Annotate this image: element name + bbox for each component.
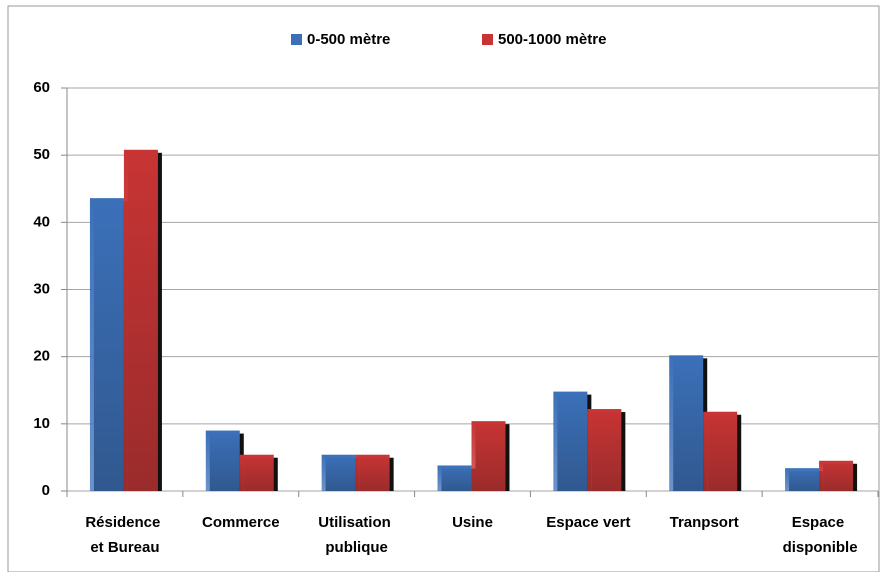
- x-tick-label: Utilisation publique: [318, 514, 395, 556]
- bar: [703, 411, 738, 491]
- legend-label: 500-1000 mètre: [498, 31, 606, 48]
- x-tick-label: Espace disponible: [783, 514, 858, 556]
- y-tick-label: 10: [33, 415, 50, 432]
- x-tick-label: Usine: [452, 514, 493, 531]
- bar: [553, 391, 588, 491]
- bar: [785, 468, 820, 491]
- x-tick-label: Commerce: [202, 514, 280, 531]
- y-tick-label: 50: [33, 146, 50, 163]
- legend-label: 0-500 mètre: [307, 31, 390, 48]
- x-tick-label: Espace vert: [546, 514, 630, 531]
- bar: [355, 454, 390, 491]
- x-tick-label: Résidence et Bureau: [85, 514, 164, 556]
- bar: [123, 149, 158, 491]
- legend-swatch: [291, 34, 302, 45]
- y-tick-label: 40: [33, 213, 50, 230]
- bar: [437, 465, 472, 491]
- bar: [239, 454, 274, 491]
- y-tick-label: 0: [42, 482, 50, 499]
- bar: [819, 460, 854, 491]
- x-tick-label: Tranpsort: [670, 514, 739, 531]
- bar: [587, 409, 622, 491]
- y-tick-label: 60: [33, 79, 50, 96]
- bar: [669, 355, 704, 491]
- y-tick-label: 20: [33, 348, 50, 365]
- bar: [205, 430, 240, 491]
- bar: [89, 198, 124, 492]
- legend-swatch: [482, 34, 493, 45]
- y-tick-label: 30: [33, 280, 50, 297]
- bar: [471, 421, 506, 491]
- bar: [321, 454, 356, 491]
